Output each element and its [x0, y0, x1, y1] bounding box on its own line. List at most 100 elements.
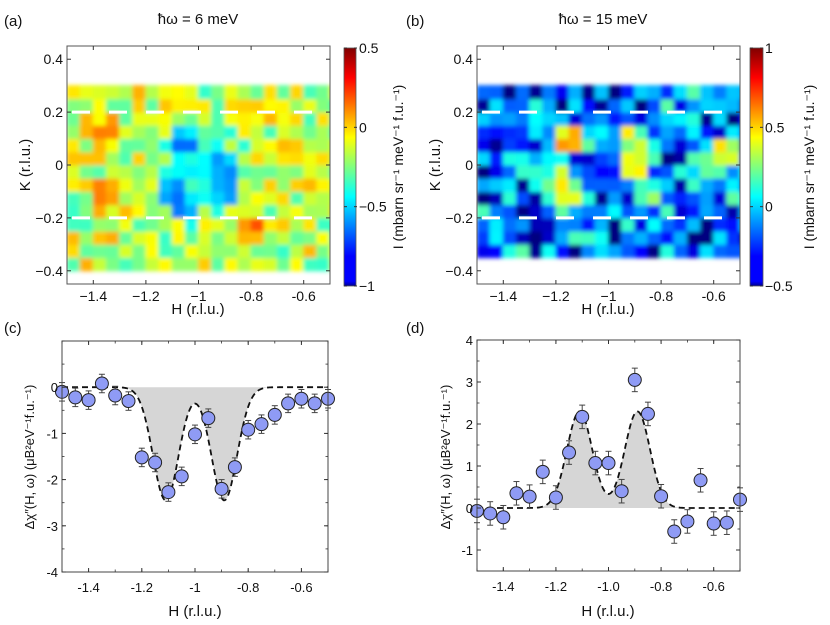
heat-cell-a	[224, 177, 239, 192]
heat-cell-a	[67, 138, 81, 153]
data-point-d	[588, 450, 603, 476]
data-point-c	[214, 479, 229, 499]
heat-cell-b	[621, 230, 636, 245]
y-tick-label-b: −0.4	[445, 263, 473, 279]
heat-cell-a	[171, 85, 186, 100]
heat-cell-a	[67, 151, 81, 166]
y-tick-label-c: -2	[46, 473, 58, 488]
heat-cell-a	[224, 190, 239, 206]
heat-cell-a	[92, 138, 107, 153]
heat-cell-a	[237, 151, 252, 166]
y-axis-label-b: K (r.l.u.)	[427, 139, 444, 192]
heat-cell-a	[198, 257, 213, 272]
heat-cell-b	[621, 190, 636, 206]
x-tick-label-d: -1.0	[597, 579, 619, 594]
y-tick-label-a: −0.4	[35, 263, 63, 279]
heat-cell-a	[184, 243, 199, 259]
heat-cell-a	[303, 98, 318, 113]
heat-cell-a	[105, 190, 121, 206]
heat-cell-a	[158, 177, 173, 192]
y-tick-label-a: −0.2	[35, 210, 63, 226]
heat-cell-a	[250, 98, 265, 113]
heat-cell-b	[608, 111, 623, 126]
panel-label-b: (b)	[406, 13, 424, 30]
heat-cell-a	[211, 217, 226, 232]
data-point-c	[227, 457, 242, 477]
heat-cell-b	[713, 230, 728, 245]
heat-cell-b	[515, 243, 531, 259]
heat-cell-a	[145, 177, 160, 192]
heat-cell-b	[477, 217, 491, 232]
heat-cell-b	[726, 138, 740, 153]
y-tick-label-d: 3	[466, 375, 473, 390]
heat-cell-a	[276, 138, 292, 153]
colorbar-tick-label-b: 1	[765, 40, 773, 56]
heat-cell-b	[477, 204, 491, 219]
heat-cell-b	[555, 177, 570, 192]
heat-cell-a	[132, 177, 147, 192]
heat-cell-b	[542, 111, 557, 126]
heat-cell-a	[198, 151, 213, 166]
heat-cell-a	[316, 124, 330, 140]
heat-cell-b	[502, 151, 517, 166]
heat-cell-a	[250, 138, 265, 153]
heat-cell-a	[67, 217, 81, 232]
data-point-c	[254, 414, 269, 434]
marker	[254, 417, 269, 432]
heat-cell-a	[276, 257, 292, 272]
heat-cell-a	[79, 124, 94, 140]
heat-cell-a	[171, 124, 186, 140]
heat-cell-a	[92, 164, 107, 179]
y-tick-label-d: 1	[466, 459, 473, 474]
marker	[68, 390, 83, 405]
heat-cell-a	[132, 257, 147, 272]
x-tick-label-d: -0.6	[702, 579, 724, 594]
heat-cell-a	[276, 243, 292, 259]
heat-cell-a	[145, 243, 160, 259]
heat-cell-b	[568, 230, 583, 245]
heat-cell-b	[489, 124, 504, 140]
heat-cell-a	[250, 217, 265, 232]
x-tick-label-a: −1	[191, 288, 207, 304]
heat-cell-b	[686, 98, 702, 113]
heat-cell-a	[171, 151, 186, 166]
colorbar-a	[343, 47, 357, 287]
heat-cell-b	[647, 98, 662, 113]
heat-cell-b	[726, 177, 740, 192]
heat-cell-a	[67, 111, 81, 126]
heat-cell-a	[171, 217, 186, 232]
heat-cell-b	[581, 190, 596, 206]
heat-cell-a	[250, 190, 265, 206]
marker	[201, 411, 216, 426]
heat-cell-a	[303, 257, 318, 272]
heat-cell-b	[634, 151, 649, 166]
ticks-d: -1.4 -1.2 -1.0 -0.8 -0.6 4 3 2 1 0 -1	[461, 333, 741, 594]
heat-cell-a	[237, 217, 252, 232]
heat-cell-a	[237, 204, 252, 219]
marker	[522, 489, 537, 504]
heat-cell-a	[316, 111, 330, 126]
heat-cell-a	[67, 257, 81, 272]
heat-cell-a	[171, 257, 186, 272]
heat-cell-a	[224, 204, 239, 219]
heat-cell-b	[660, 230, 675, 245]
heat-cell-a	[145, 85, 160, 100]
heat-cell-a	[237, 98, 252, 113]
heat-cell-a	[92, 230, 107, 245]
data-point-d	[562, 440, 577, 465]
heat-cell-a	[316, 230, 330, 245]
heat-cell-a	[119, 243, 134, 259]
heat-cell-a	[119, 151, 134, 166]
y-tick-label-d: 4	[466, 333, 473, 348]
heat-cell-b	[581, 98, 596, 113]
heat-cell-a	[171, 204, 186, 219]
heat-cell-a	[303, 124, 318, 140]
heat-cell-a	[224, 151, 239, 166]
heat-cell-a	[79, 257, 94, 272]
heat-cell-b	[529, 164, 544, 179]
heat-cell-a	[211, 164, 226, 179]
colorbar-tick-label-b: −0.5	[765, 278, 793, 294]
heat-cell-a	[211, 257, 226, 272]
dashed-lines-b	[477, 110, 740, 220]
heat-cell-a	[276, 164, 292, 179]
